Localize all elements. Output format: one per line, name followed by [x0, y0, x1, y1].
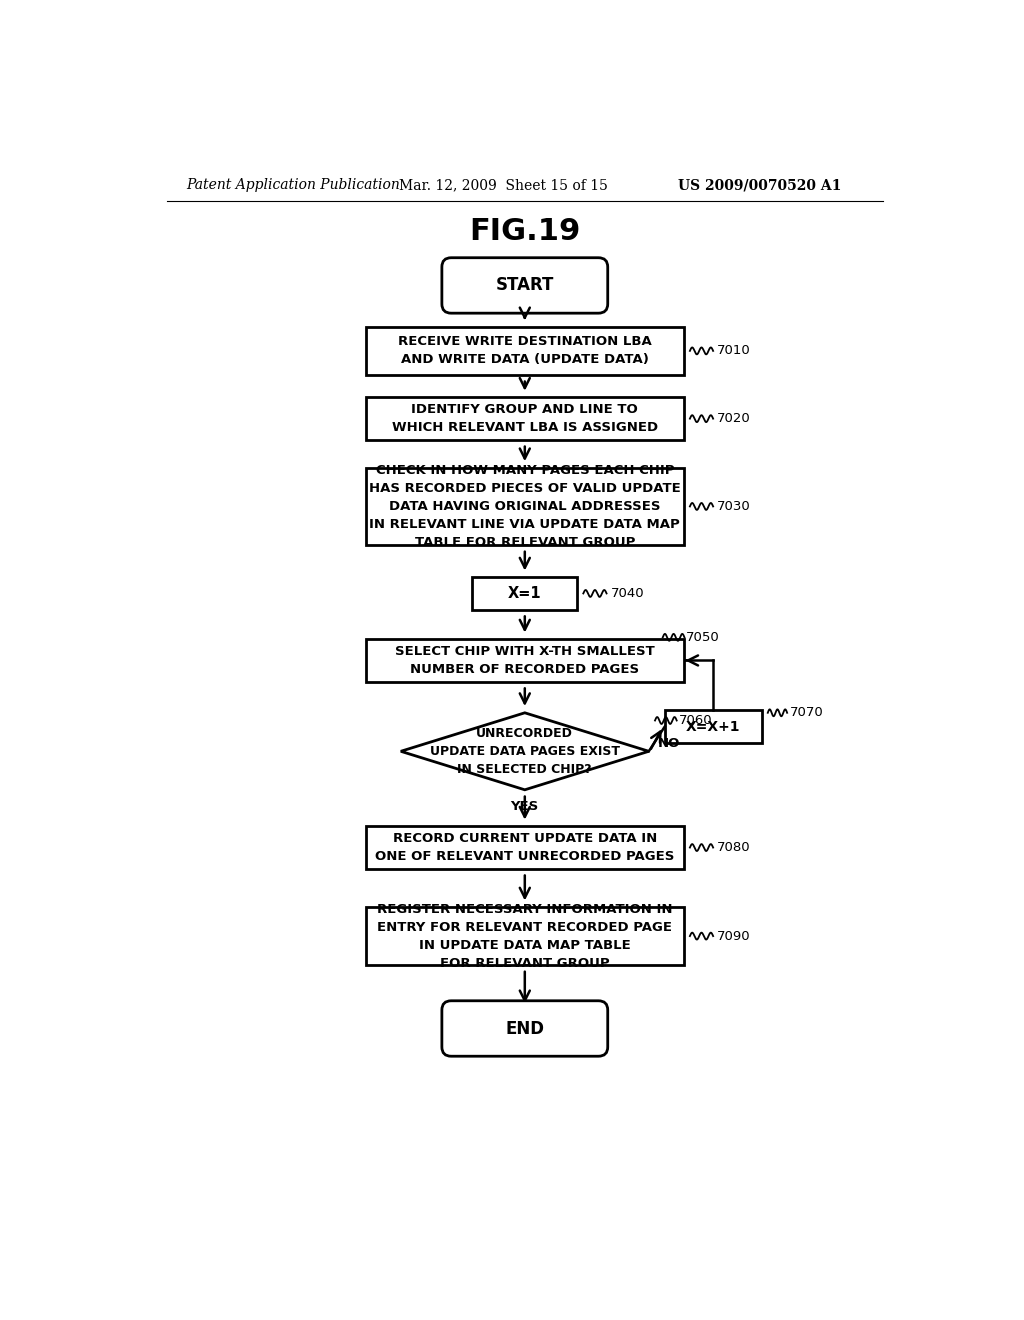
Text: REGISTER NECESSARY INFORMATION IN
ENTRY FOR RELEVANT RECORDED PAGE
IN UPDATE DAT: REGISTER NECESSARY INFORMATION IN ENTRY …	[377, 903, 673, 970]
Bar	[366, 327, 684, 375]
FancyBboxPatch shape	[442, 1001, 607, 1056]
Bar	[366, 826, 684, 869]
Text: FIG.19: FIG.19	[469, 216, 581, 246]
Text: Patent Application Publication: Patent Application Publication	[186, 178, 400, 193]
Text: RECEIVE WRITE DESTINATION LBA
AND WRITE DATA (UPDATE DATA): RECEIVE WRITE DESTINATION LBA AND WRITE …	[398, 335, 651, 367]
Text: Mar. 12, 2009  Sheet 15 of 15: Mar. 12, 2009 Sheet 15 of 15	[399, 178, 608, 193]
Bar	[472, 577, 578, 610]
Text: UNRECORDED
UPDATE DATA PAGES EXIST
IN SELECTED CHIP?: UNRECORDED UPDATE DATA PAGES EXIST IN SE…	[430, 727, 620, 776]
Text: 7060: 7060	[679, 714, 713, 727]
Bar	[366, 907, 684, 965]
Bar	[366, 469, 684, 545]
Text: IDENTIFY GROUP AND LINE TO
WHICH RELEVANT LBA IS ASSIGNED: IDENTIFY GROUP AND LINE TO WHICH RELEVAN…	[392, 403, 657, 434]
Text: 7040: 7040	[610, 587, 644, 601]
Text: 7020: 7020	[717, 412, 751, 425]
Text: END: END	[505, 1019, 545, 1038]
Text: 7050: 7050	[686, 631, 720, 644]
Text: 7070: 7070	[790, 706, 823, 719]
Text: YES: YES	[511, 800, 539, 813]
Text: NO: NO	[658, 737, 681, 750]
Text: CHECK IN HOW MANY PAGES EACH CHIP
HAS RECORDED PIECES OF VALID UPDATE
DATA HAVIN: CHECK IN HOW MANY PAGES EACH CHIP HAS RE…	[369, 463, 681, 549]
Text: X=1: X=1	[508, 586, 542, 601]
Polygon shape	[400, 713, 649, 789]
Text: 7030: 7030	[717, 500, 751, 513]
Text: US 2009/0070520 A1: US 2009/0070520 A1	[678, 178, 842, 193]
Bar	[366, 639, 684, 681]
Text: X=X+1: X=X+1	[686, 719, 740, 734]
Text: SELECT CHIP WITH X-TH SMALLEST
NUMBER OF RECORDED PAGES: SELECT CHIP WITH X-TH SMALLEST NUMBER OF…	[395, 645, 654, 676]
Bar	[665, 710, 762, 743]
Text: START: START	[496, 276, 554, 294]
Bar	[366, 397, 684, 440]
Text: 7010: 7010	[717, 345, 751, 358]
FancyBboxPatch shape	[442, 257, 607, 313]
Text: 7090: 7090	[717, 929, 751, 942]
Text: RECORD CURRENT UPDATE DATA IN
ONE OF RELEVANT UNRECORDED PAGES: RECORD CURRENT UPDATE DATA IN ONE OF REL…	[375, 832, 675, 863]
Text: 7080: 7080	[717, 841, 751, 854]
